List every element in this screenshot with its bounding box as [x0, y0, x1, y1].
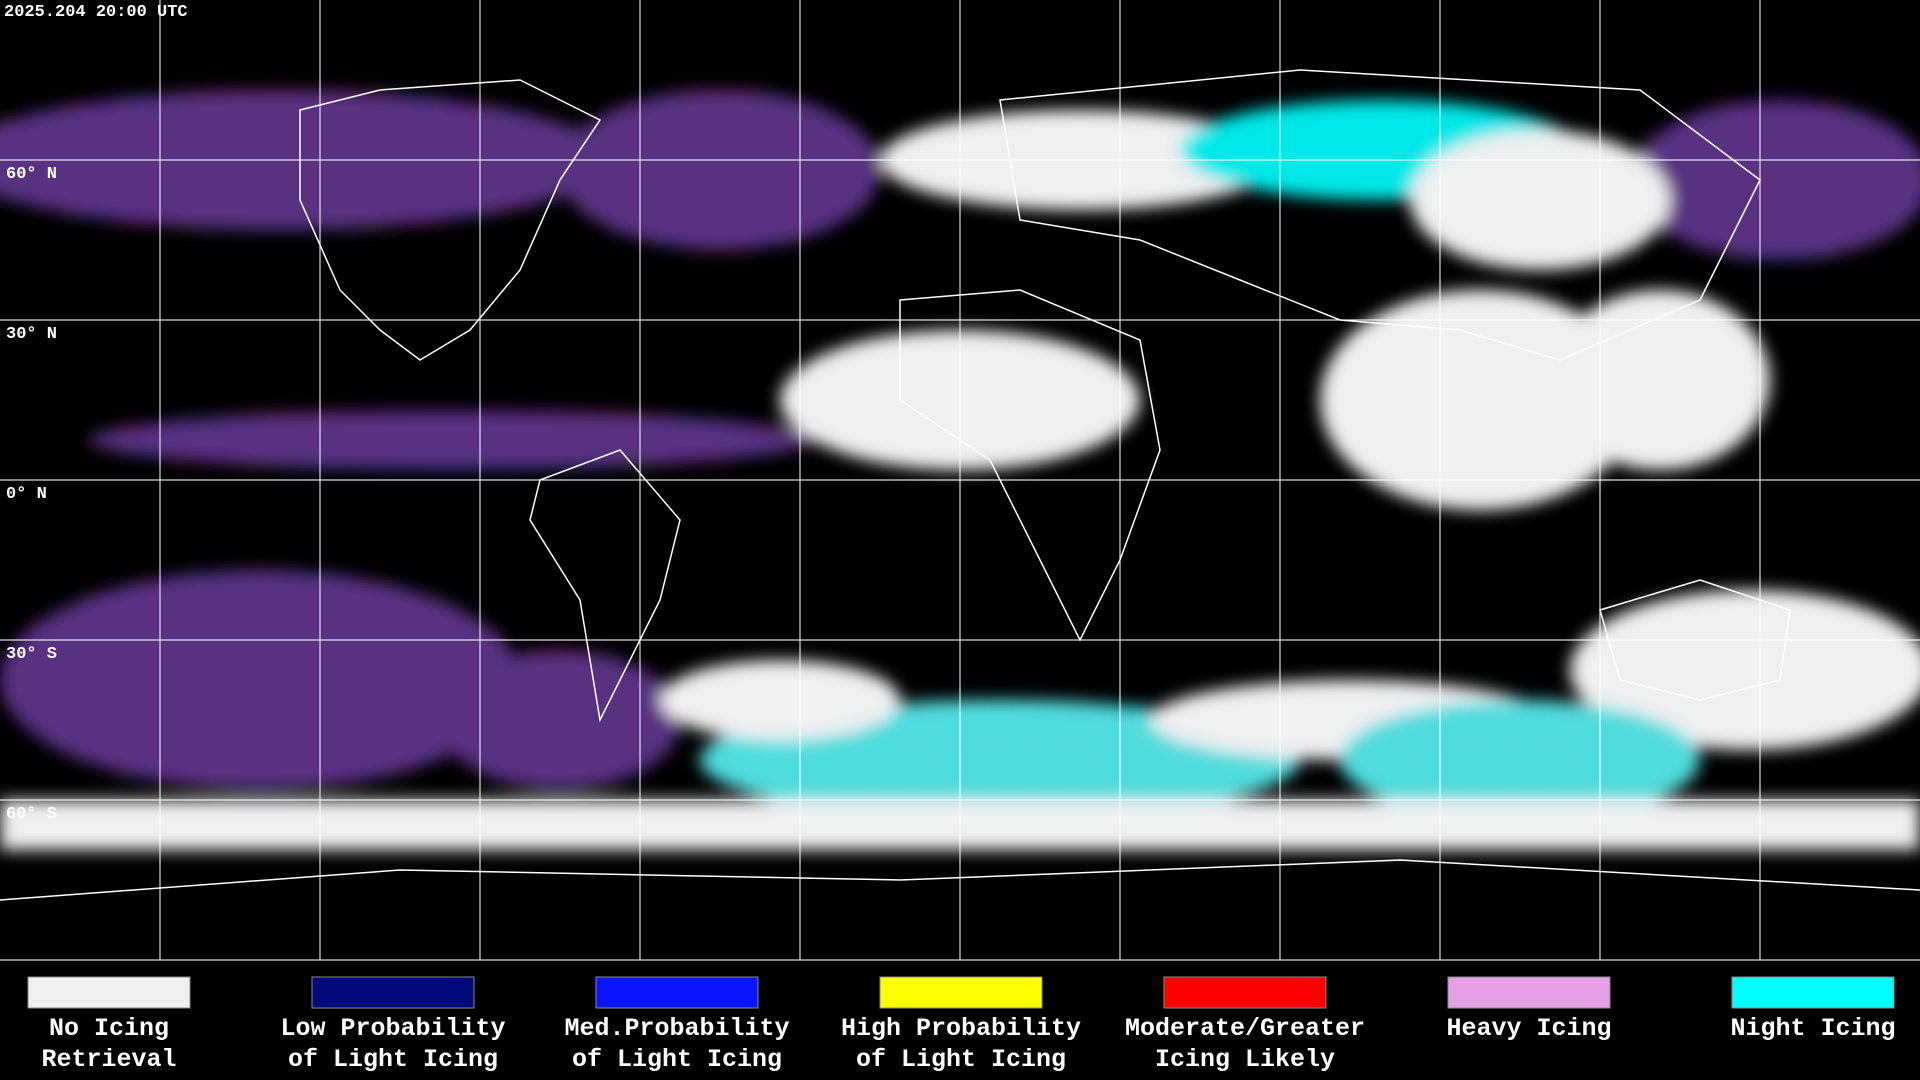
latitude-label: 30° S: [6, 645, 57, 664]
legend-label: High Probability: [841, 1014, 1081, 1043]
legend-label: Low Probability: [280, 1014, 505, 1043]
timestamp: 2025.204 20:00 UTC: [4, 3, 188, 22]
legend-label: Retrieval: [41, 1045, 176, 1074]
legend-label: Icing Likely: [1155, 1045, 1335, 1074]
legend-swatch: [879, 976, 1043, 1009]
legend-label: Moderate/Greater: [1125, 1014, 1365, 1043]
graticule: [0, 0, 1920, 961]
legend-swatch: [595, 976, 759, 1009]
legend-label: of Light Icing: [856, 1045, 1066, 1074]
legend-label: Night Icing: [1730, 1014, 1895, 1043]
legend-label: Heavy Icing: [1446, 1014, 1611, 1043]
legend-swatch: [1731, 976, 1895, 1009]
latitude-labels: 60° N 30° N 0° N 30° S 60° S: [6, 165, 57, 824]
legend-label: No Icing: [49, 1014, 169, 1043]
latitude-label: 30° N: [6, 325, 57, 344]
legend-label: of Light Icing: [288, 1045, 498, 1074]
legend-swatch: [311, 976, 475, 1009]
legend-swatch: [1163, 976, 1327, 1009]
legend-label: of Light Icing: [572, 1045, 782, 1074]
legend-swatch: [1447, 976, 1611, 1009]
latitude-label: 0° N: [6, 485, 47, 504]
legend-label: Med.Probability: [564, 1014, 789, 1043]
legend-swatch: [27, 976, 191, 1009]
latitude-label: 60° S: [6, 805, 57, 824]
latitude-label: 60° N: [6, 165, 57, 184]
